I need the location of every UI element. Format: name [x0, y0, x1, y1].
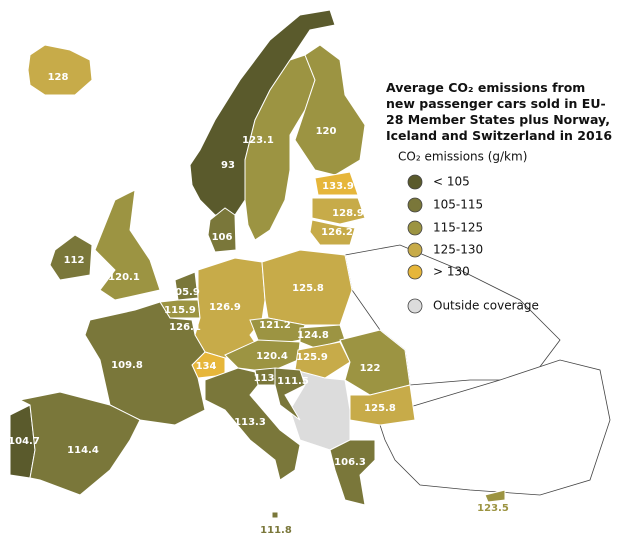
country-value-label: 111.5	[277, 376, 309, 387]
country	[309, 219, 356, 246]
country-value-label: 115.9	[164, 305, 196, 316]
legend-swatch	[407, 220, 423, 236]
country-value-label: 106	[212, 232, 233, 243]
country-value-label: 121.2	[259, 320, 291, 331]
legend-swatch	[407, 264, 423, 280]
country-value-label: 123.5	[477, 503, 509, 514]
country-value-label: 122	[360, 363, 381, 374]
country	[314, 171, 359, 196]
legend-title: CO₂ emissions (g/km)	[398, 150, 527, 164]
country-value-label: 111.8	[260, 525, 292, 536]
country-value-label: 126.1	[169, 322, 201, 333]
country-value-label: 120.4	[256, 351, 288, 362]
country	[207, 207, 237, 253]
map-title: Average CO₂ emissions from new passenger…	[386, 80, 613, 143]
legend-label: > 130	[433, 265, 470, 279]
legend-label: 125-130	[433, 243, 483, 257]
country	[94, 189, 161, 301]
country-value-label: 104.7	[8, 436, 40, 447]
country-value-label: 112	[64, 255, 85, 266]
country	[311, 197, 366, 225]
country	[84, 301, 206, 426]
country-value-label: 125.9	[296, 352, 328, 363]
country	[294, 44, 366, 176]
country-value-label: 128	[48, 72, 69, 83]
country	[27, 44, 93, 96]
country-value-label: 120.1	[108, 272, 140, 283]
country-value-label: 120	[316, 126, 337, 137]
country	[204, 367, 301, 481]
country-value-label: 124.8	[297, 330, 329, 341]
country-value-label: 105.9	[168, 287, 200, 298]
legend-label: 105-115	[433, 198, 483, 212]
country-value-label: 106.3	[334, 457, 366, 468]
outside-area	[379, 359, 611, 496]
legend-swatch	[407, 242, 423, 258]
country-value-label: 133.9	[322, 181, 354, 192]
country-value-label: 125.8	[292, 283, 324, 294]
country	[349, 384, 416, 426]
country-value-label: 128.9	[332, 208, 364, 219]
country-value-label: 113.3	[234, 417, 266, 428]
country-value-label: 126.2	[321, 227, 353, 238]
legend-label: 115-125	[433, 221, 483, 235]
country-value-label: 126.9	[209, 302, 241, 313]
country-value-label: 109.8	[111, 360, 143, 371]
legend-label: < 105	[433, 175, 470, 189]
country	[294, 341, 351, 379]
legend-swatch	[407, 197, 423, 213]
country	[484, 489, 506, 503]
country-value-label: 114.4	[67, 445, 99, 456]
country	[271, 511, 279, 519]
country	[329, 439, 376, 506]
country-value-label: 123.1	[242, 135, 274, 146]
legend-swatch	[407, 298, 423, 314]
country-value-label: 125.8	[364, 403, 396, 414]
country-value-label: 113	[254, 373, 275, 384]
legend-swatch	[407, 174, 423, 190]
country	[18, 391, 141, 496]
country	[274, 367, 306, 421]
legend-label: Outside coverage	[433, 299, 539, 313]
country-value-label: 134	[196, 361, 217, 372]
country-value-label: 93	[221, 160, 235, 171]
country	[49, 234, 93, 281]
